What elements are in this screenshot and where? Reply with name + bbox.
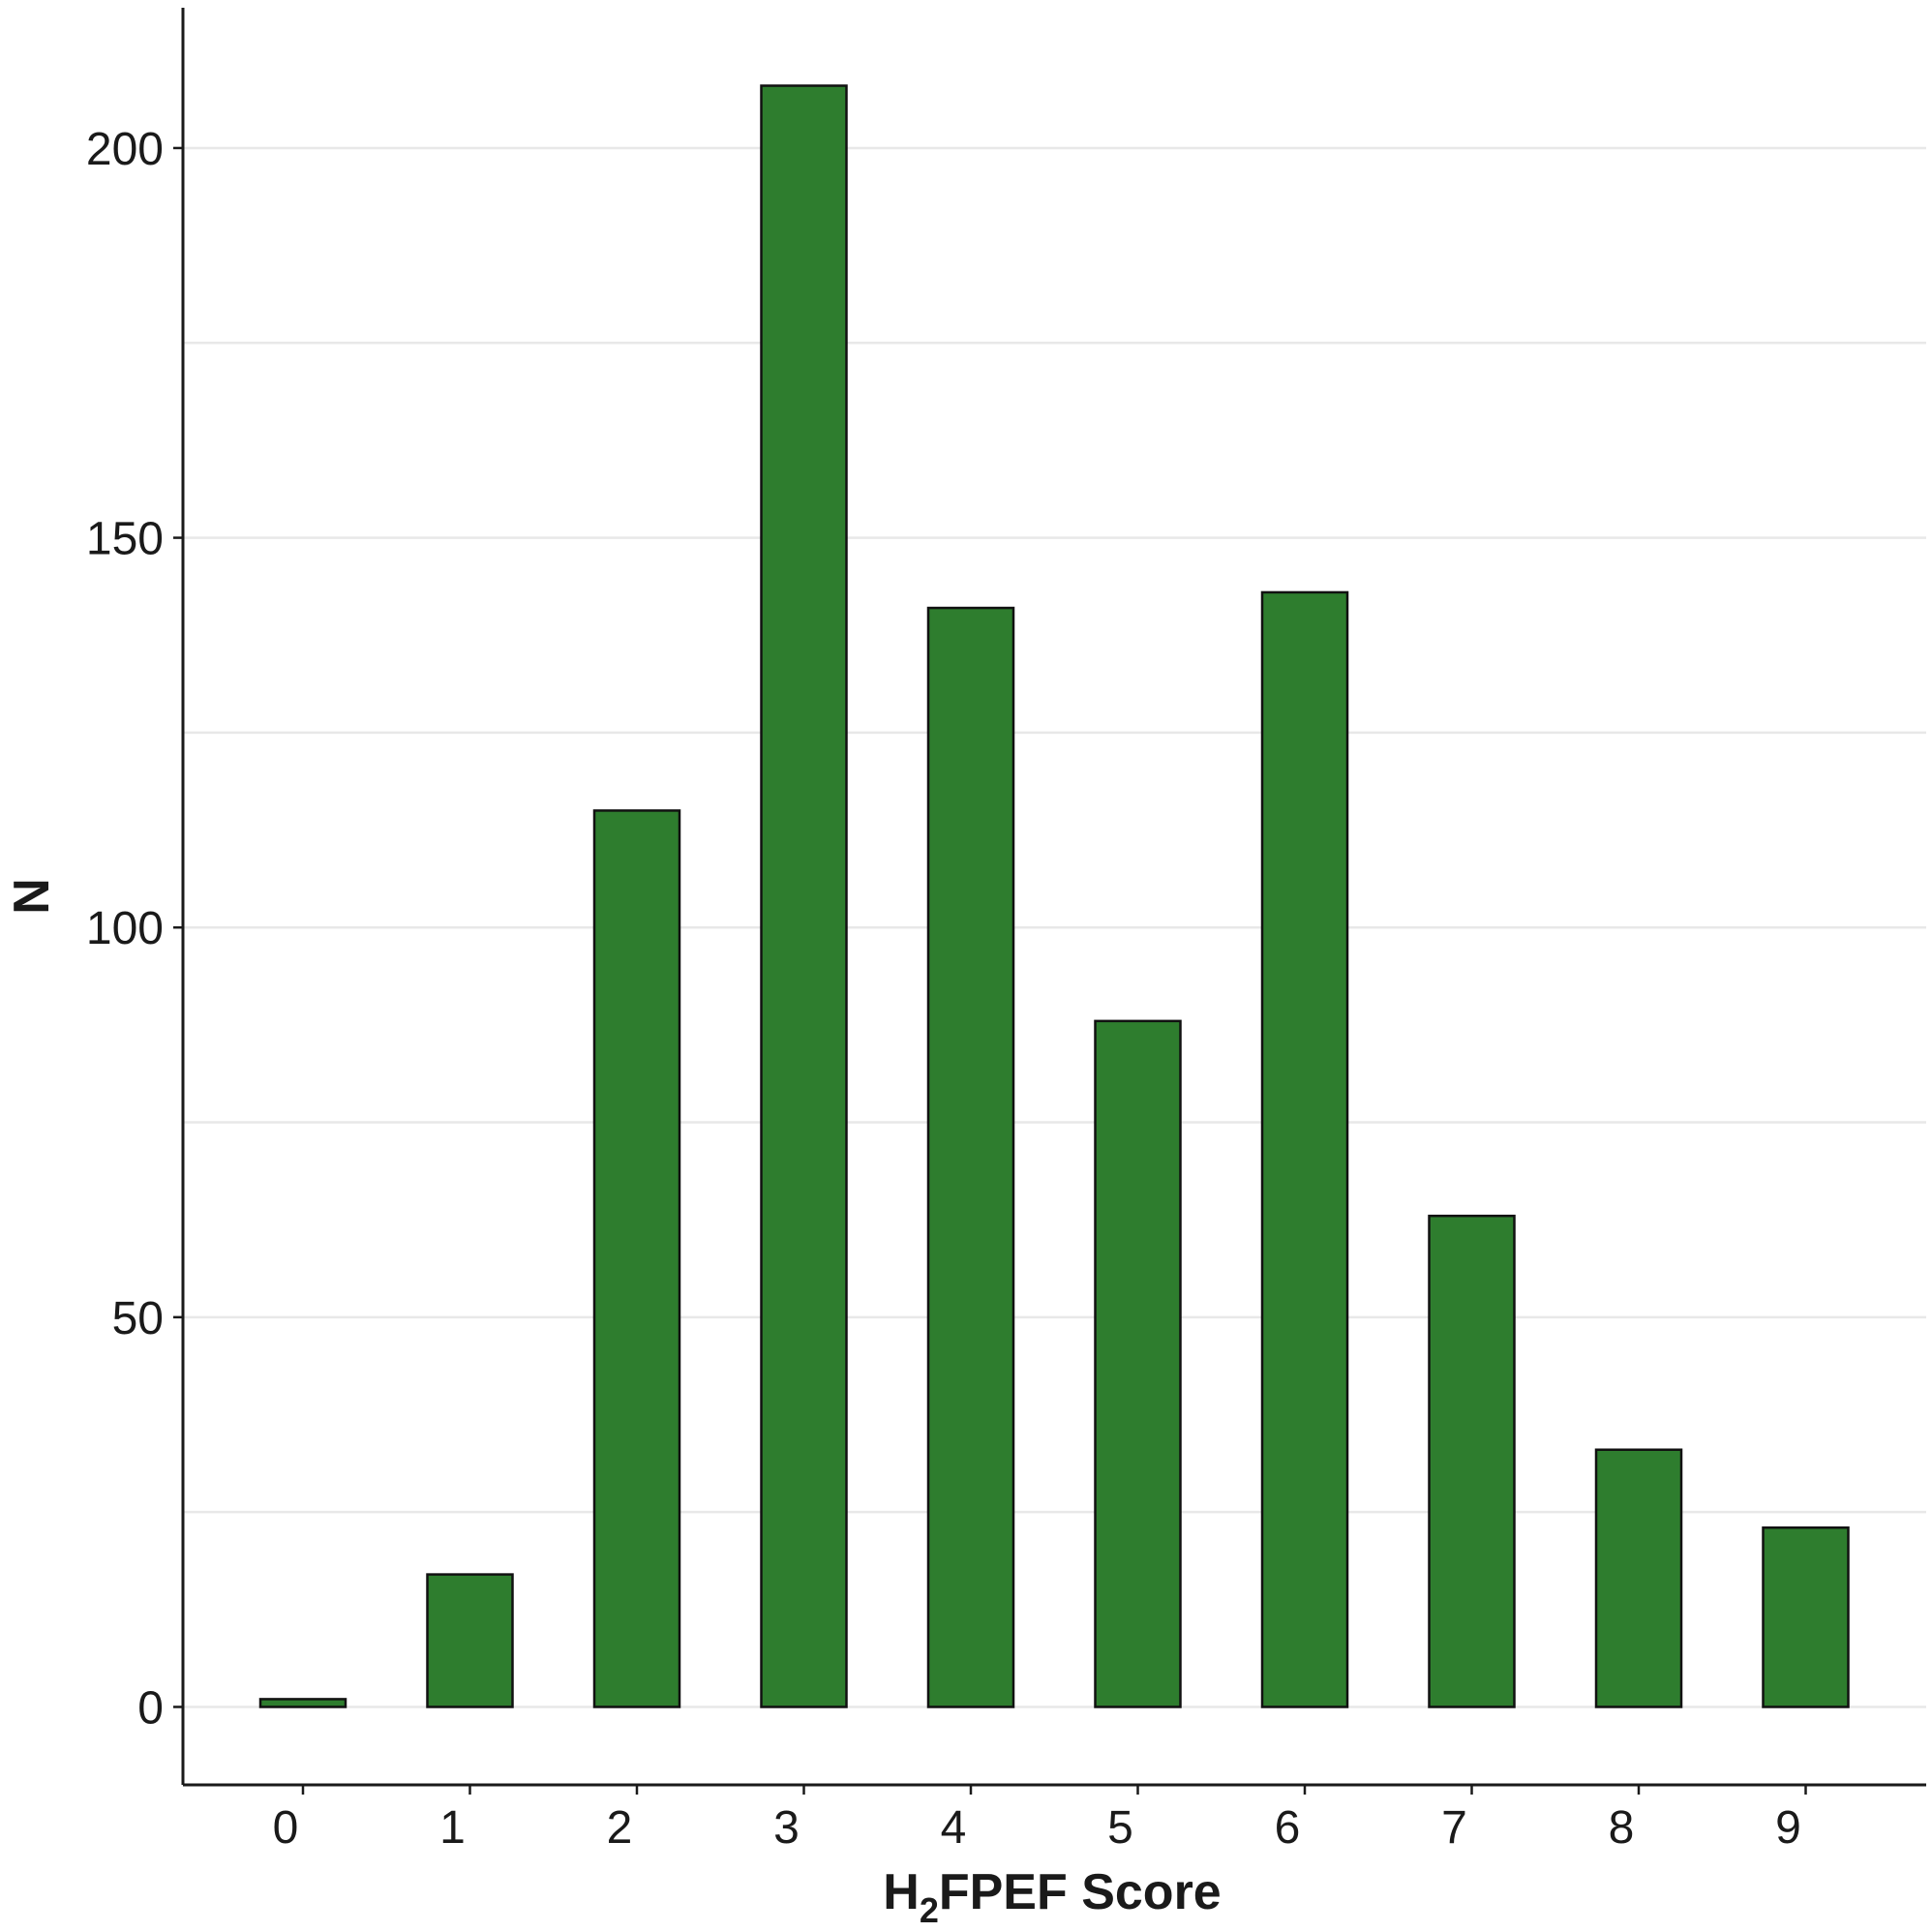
- x-tick-label: 2: [607, 1802, 633, 1854]
- y-axis-title: N: [4, 878, 60, 915]
- bar-8: [1594, 1448, 1683, 1708]
- x-tick-label: 5: [1107, 1802, 1133, 1854]
- bar-3: [760, 84, 848, 1708]
- bar-4: [926, 606, 1015, 1708]
- bar-9: [1762, 1526, 1850, 1708]
- x-tick-label: 6: [1275, 1802, 1301, 1854]
- grid-lines: [183, 146, 1926, 1708]
- x-axis-ticks: 0 1 2 3 4 5 6 7 8 9: [273, 1785, 1807, 1854]
- x-tick-label: 7: [1441, 1802, 1467, 1854]
- x-axis-title-prefix: H: [883, 1864, 920, 1920]
- x-axis-title-subscript: 2: [920, 1890, 939, 1930]
- bar-5: [1094, 1019, 1182, 1708]
- axes: [181, 8, 1926, 1787]
- x-tick-label: 9: [1775, 1802, 1801, 1854]
- y-tick-label: 50: [112, 1293, 164, 1344]
- bar-2: [592, 809, 681, 1708]
- x-tick-label: 3: [773, 1802, 800, 1854]
- x-tick-label: 8: [1609, 1802, 1635, 1854]
- x-axis-title: H2FPEF Score: [883, 1864, 1221, 1930]
- bar-6: [1260, 590, 1349, 1708]
- bar-1: [426, 1573, 514, 1708]
- x-axis-title-suffix: FPEF Score: [939, 1864, 1222, 1920]
- bar-0: [258, 1698, 347, 1708]
- x-tick-label: 0: [273, 1802, 299, 1854]
- x-tick-label: 4: [941, 1802, 967, 1854]
- bars: [258, 84, 1850, 1708]
- x-tick-label: 1: [439, 1802, 466, 1854]
- y-tick-label: 100: [86, 903, 164, 954]
- y-tick-label: 150: [86, 514, 164, 565]
- bar-7: [1428, 1214, 1516, 1708]
- y-tick-label: 200: [86, 124, 164, 175]
- y-tick-label: 0: [137, 1682, 164, 1734]
- y-axis-ticks: 0 50 100 150 200: [86, 124, 183, 1734]
